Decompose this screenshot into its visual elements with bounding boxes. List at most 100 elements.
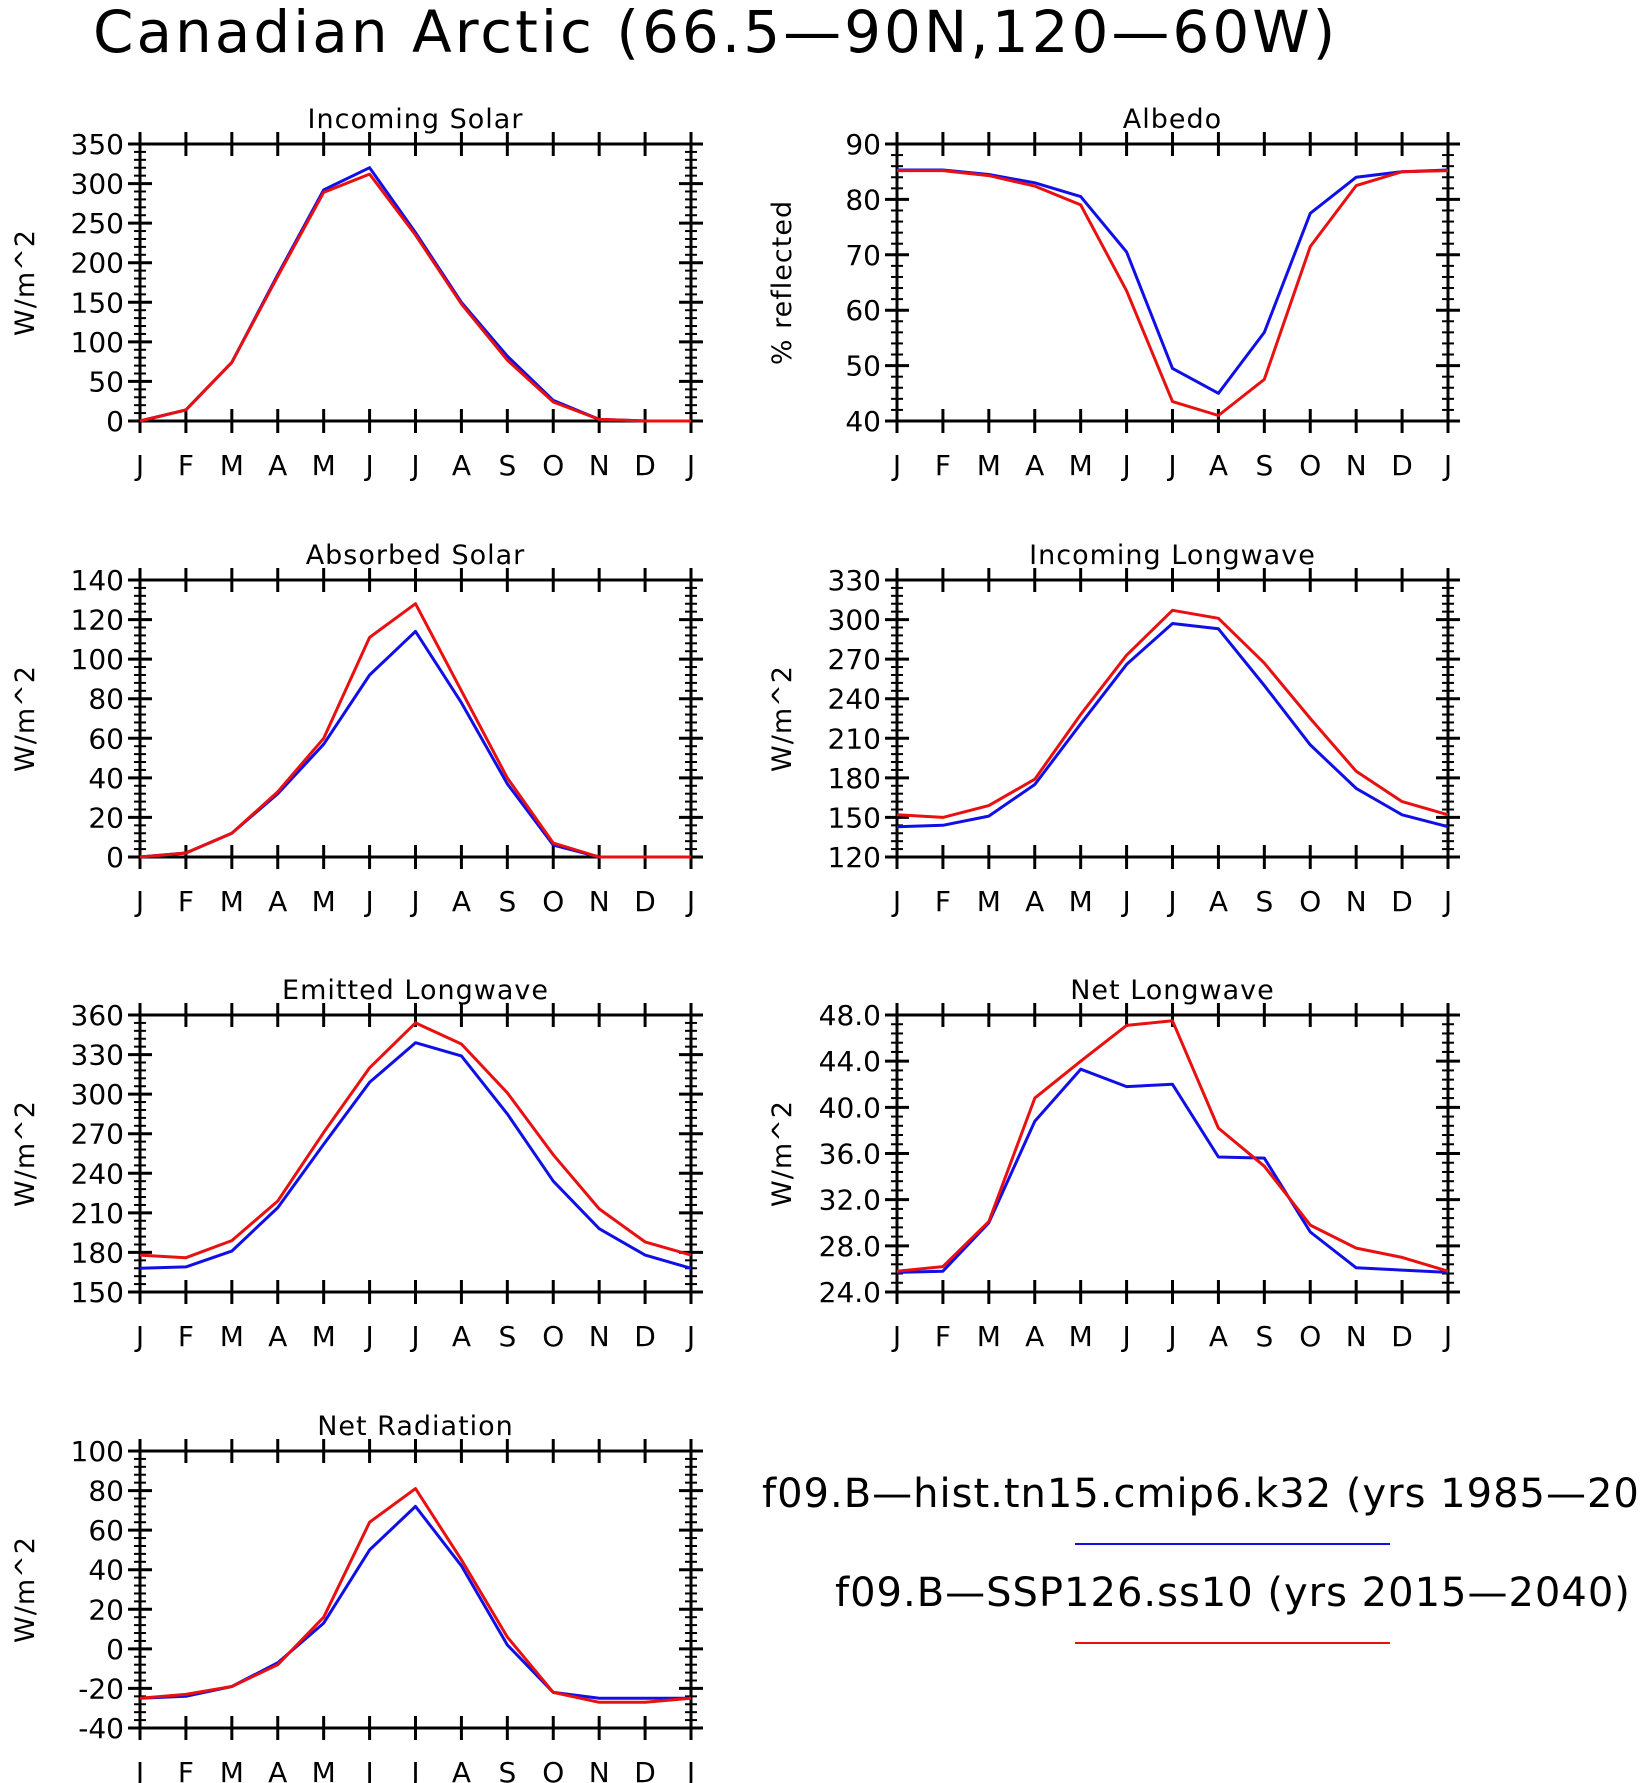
net-radiation-xtick-label: J [363,1756,373,1783]
albedo-ytick-label: 40 [845,405,881,438]
net-radiation-ytick-label: 60 [88,1514,124,1547]
albedo-ytick-label: 80 [845,183,881,216]
net-longwave-panel: Net Longwave W/m^2 24.0 28.0 32.0 36.0 40.0 44.… [767,975,1460,1353]
incoming-longwave-title: Incoming Longwave [1029,540,1316,571]
legend-label-hist: f09.B—hist.tn15.cmip6.k32 (yrs 1985—2014… [762,1471,1643,1517]
incoming-longwave-xtick-label: N [1346,885,1367,918]
absorbed-solar-xtick-label: S [498,885,516,918]
net-radiation-xtick-label: J [134,1756,144,1783]
incoming-longwave-xtick-label: D [1391,885,1413,918]
absorbed-solar-ytick-label: 120 [71,604,124,637]
incoming-solar-xtick-label: J [685,449,695,482]
incoming-solar-ylabel: W/m^2 [10,229,41,336]
absorbed-solar-series-hist-line [139,629,691,859]
emitted-longwave-ytick-label: 300 [71,1078,124,1111]
incoming-solar-xtick-label: J [134,449,144,482]
net-longwave-xtick-label: D [1391,1320,1413,1353]
net-radiation-xtick-label: O [542,1756,564,1783]
incoming-solar-ytick-label: 50 [88,365,124,398]
legend: f09.B—hist.tn15.cmip6.k32 (yrs 1985—2014… [762,1471,1643,1644]
incoming-solar-ytick-label: 300 [71,168,124,201]
net-radiation-ytick-label: 100 [71,1435,124,1468]
incoming-solar-plot-frame [138,142,693,423]
net-longwave-title: Net Longwave [1070,975,1275,1006]
incoming-longwave-ytick-label: 120 [828,841,881,874]
incoming-solar-xtick-label: F [178,449,194,482]
incoming-longwave-ylabel: W/m^2 [767,665,798,772]
net-longwave-xtick-label: J [1166,1320,1176,1353]
incoming-solar-xtick-label: A [452,449,471,482]
net-radiation-xtick-label: S [498,1756,516,1783]
absorbed-solar-ytick-label: 20 [88,801,124,834]
incoming-longwave-xtick-label: J [1166,885,1176,918]
albedo-ytick-label: 90 [845,128,881,161]
emitted-longwave-panel: Emitted Longwave W/m^2 150 180 210 240 270 300 3… [10,975,703,1353]
incoming-solar-xtick-label: O [542,449,564,482]
incoming-longwave-ytick-label: 300 [828,604,881,637]
net-radiation-xtick-label: M [312,1756,336,1783]
emitted-longwave-series-ssp-line [139,1021,692,1260]
net-radiation-xtick-label: A [268,1756,287,1783]
absorbed-solar-xtick-label: M [312,885,336,918]
incoming-longwave-xtick-label: F [935,885,951,918]
net-longwave-series-ssp-line [896,1019,1449,1273]
absorbed-solar-ytick-label: 40 [88,762,124,795]
emitted-longwave-ytick-label: 330 [71,1039,124,1072]
net-radiation-ylabel: W/m^2 [10,1536,41,1643]
incoming-solar-series-hist-line [139,166,691,423]
absorbed-solar-title: Absorbed Solar [306,540,526,571]
net-longwave-ytick-label: 24.0 [819,1276,881,1309]
albedo-xtick-label: N [1346,449,1367,482]
emitted-longwave-xtick-label: J [363,1320,373,1353]
incoming-solar-xtick-label: J [409,449,419,482]
net-radiation-xtick-label: A [452,1756,471,1783]
incoming-longwave-ytick-label: 240 [828,683,881,716]
albedo-xtick-label: M [1069,449,1093,482]
incoming-solar-ytick-label: 100 [71,326,124,359]
absorbed-solar-xtick-label: J [409,885,419,918]
incoming-longwave-series-hist-line [896,622,1449,829]
incoming-longwave-ytick-label: 210 [828,722,881,755]
chart-panels: Incoming SolarW/m^2050100150200250300350… [10,104,1460,1783]
absorbed-solar-xtick-label: M [220,885,244,918]
figure-title: Canadian Arctic (66.5—90N,120—60W) [93,0,1338,66]
emitted-longwave-ytick-label: 210 [71,1197,124,1230]
incoming-solar-series-ssp-line [139,172,691,423]
incoming-longwave-xtick-label: O [1299,885,1321,918]
incoming-longwave-xtick-label: J [1120,885,1130,918]
absorbed-solar-ytick-label: 80 [88,683,124,716]
incoming-solar-title: Incoming Solar [308,104,524,135]
absorbed-solar-xtick-label: F [178,885,194,918]
emitted-longwave-ytick-label: 150 [71,1276,124,1309]
net-radiation-xtick-label: D [634,1756,656,1783]
net-radiation-series-hist-line [139,1504,691,1700]
net-longwave-ytick-label: 48.0 [819,999,881,1032]
albedo-xtick-label: S [1255,449,1273,482]
albedo-xtick-label: O [1299,449,1321,482]
emitted-longwave-ytick-label: 360 [71,999,124,1032]
absorbed-solar-xtick-label: J [134,885,144,918]
albedo-xtick-label: J [1442,449,1452,482]
incoming-solar-xtick-label: A [268,449,287,482]
albedo-ytick-label: 70 [845,239,881,272]
net-radiation-xtick-label: J [685,1756,695,1783]
incoming-longwave-plot-frame [895,578,1450,859]
absorbed-solar-ytick-label: 100 [71,643,124,676]
incoming-solar-panel: Incoming Solar W/m^2 0 50 100 150 200 250 300 350… [10,104,703,482]
incoming-solar-ytick-label: 0 [106,405,124,438]
absorbed-solar-ytick-label: 140 [71,564,124,597]
albedo-xtick-label: M [977,449,1001,482]
net-longwave-xtick-label: J [1442,1320,1452,1353]
emitted-longwave-plot-frame [138,1013,693,1294]
albedo-ytick-label: 60 [845,294,881,327]
incoming-solar-xtick-label: J [363,449,373,482]
net-radiation-plot-frame [138,1449,693,1730]
emitted-longwave-ytick-label: 270 [71,1118,124,1151]
absorbed-solar-xtick-label: O [542,885,564,918]
incoming-solar-xtick-label: N [589,449,610,482]
albedo-ytick-label: 50 [845,350,881,383]
incoming-longwave-series-ssp-line [896,608,1449,819]
net-longwave-xtick-label: M [977,1320,1001,1353]
